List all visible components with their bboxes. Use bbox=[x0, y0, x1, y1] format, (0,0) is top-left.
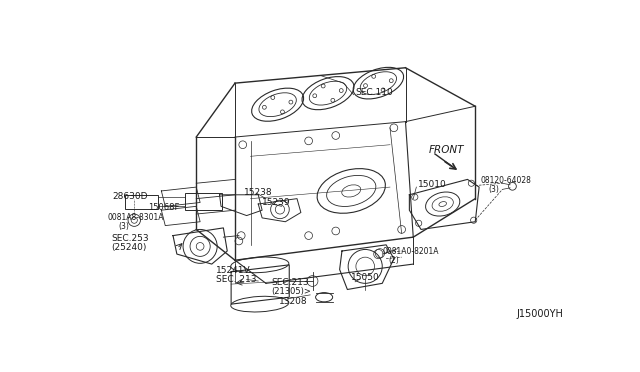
Text: (3): (3) bbox=[488, 185, 499, 194]
Text: (3): (3) bbox=[119, 222, 130, 231]
Text: 15238: 15238 bbox=[244, 188, 273, 197]
Text: 15241V: 15241V bbox=[216, 266, 250, 275]
Text: FRONT: FRONT bbox=[429, 145, 464, 155]
Text: SEC.253: SEC.253 bbox=[111, 234, 148, 243]
Text: SEC.110: SEC.110 bbox=[355, 88, 393, 97]
Text: 28630D: 28630D bbox=[113, 192, 148, 201]
Text: (25240): (25240) bbox=[111, 243, 147, 251]
Text: J15000YH: J15000YH bbox=[516, 309, 563, 319]
Text: 15050: 15050 bbox=[351, 273, 380, 282]
Text: 13208: 13208 bbox=[279, 296, 308, 305]
Text: 0081A0-8201A: 0081A0-8201A bbox=[382, 247, 439, 256]
Text: SEC. 213: SEC. 213 bbox=[216, 275, 256, 284]
Text: SEC.213: SEC.213 bbox=[271, 278, 309, 287]
Text: (2): (2) bbox=[388, 256, 399, 265]
Bar bbox=[125, 195, 157, 209]
Text: 0081A8-8301A: 0081A8-8301A bbox=[108, 214, 164, 222]
Text: 08120-64028: 08120-64028 bbox=[481, 176, 532, 185]
Text: (21305)>: (21305)> bbox=[271, 287, 311, 296]
Bar bbox=[184, 193, 222, 210]
Text: 15068F: 15068F bbox=[148, 203, 180, 212]
Text: 15239: 15239 bbox=[262, 198, 291, 207]
Text: 15010: 15010 bbox=[418, 180, 447, 189]
